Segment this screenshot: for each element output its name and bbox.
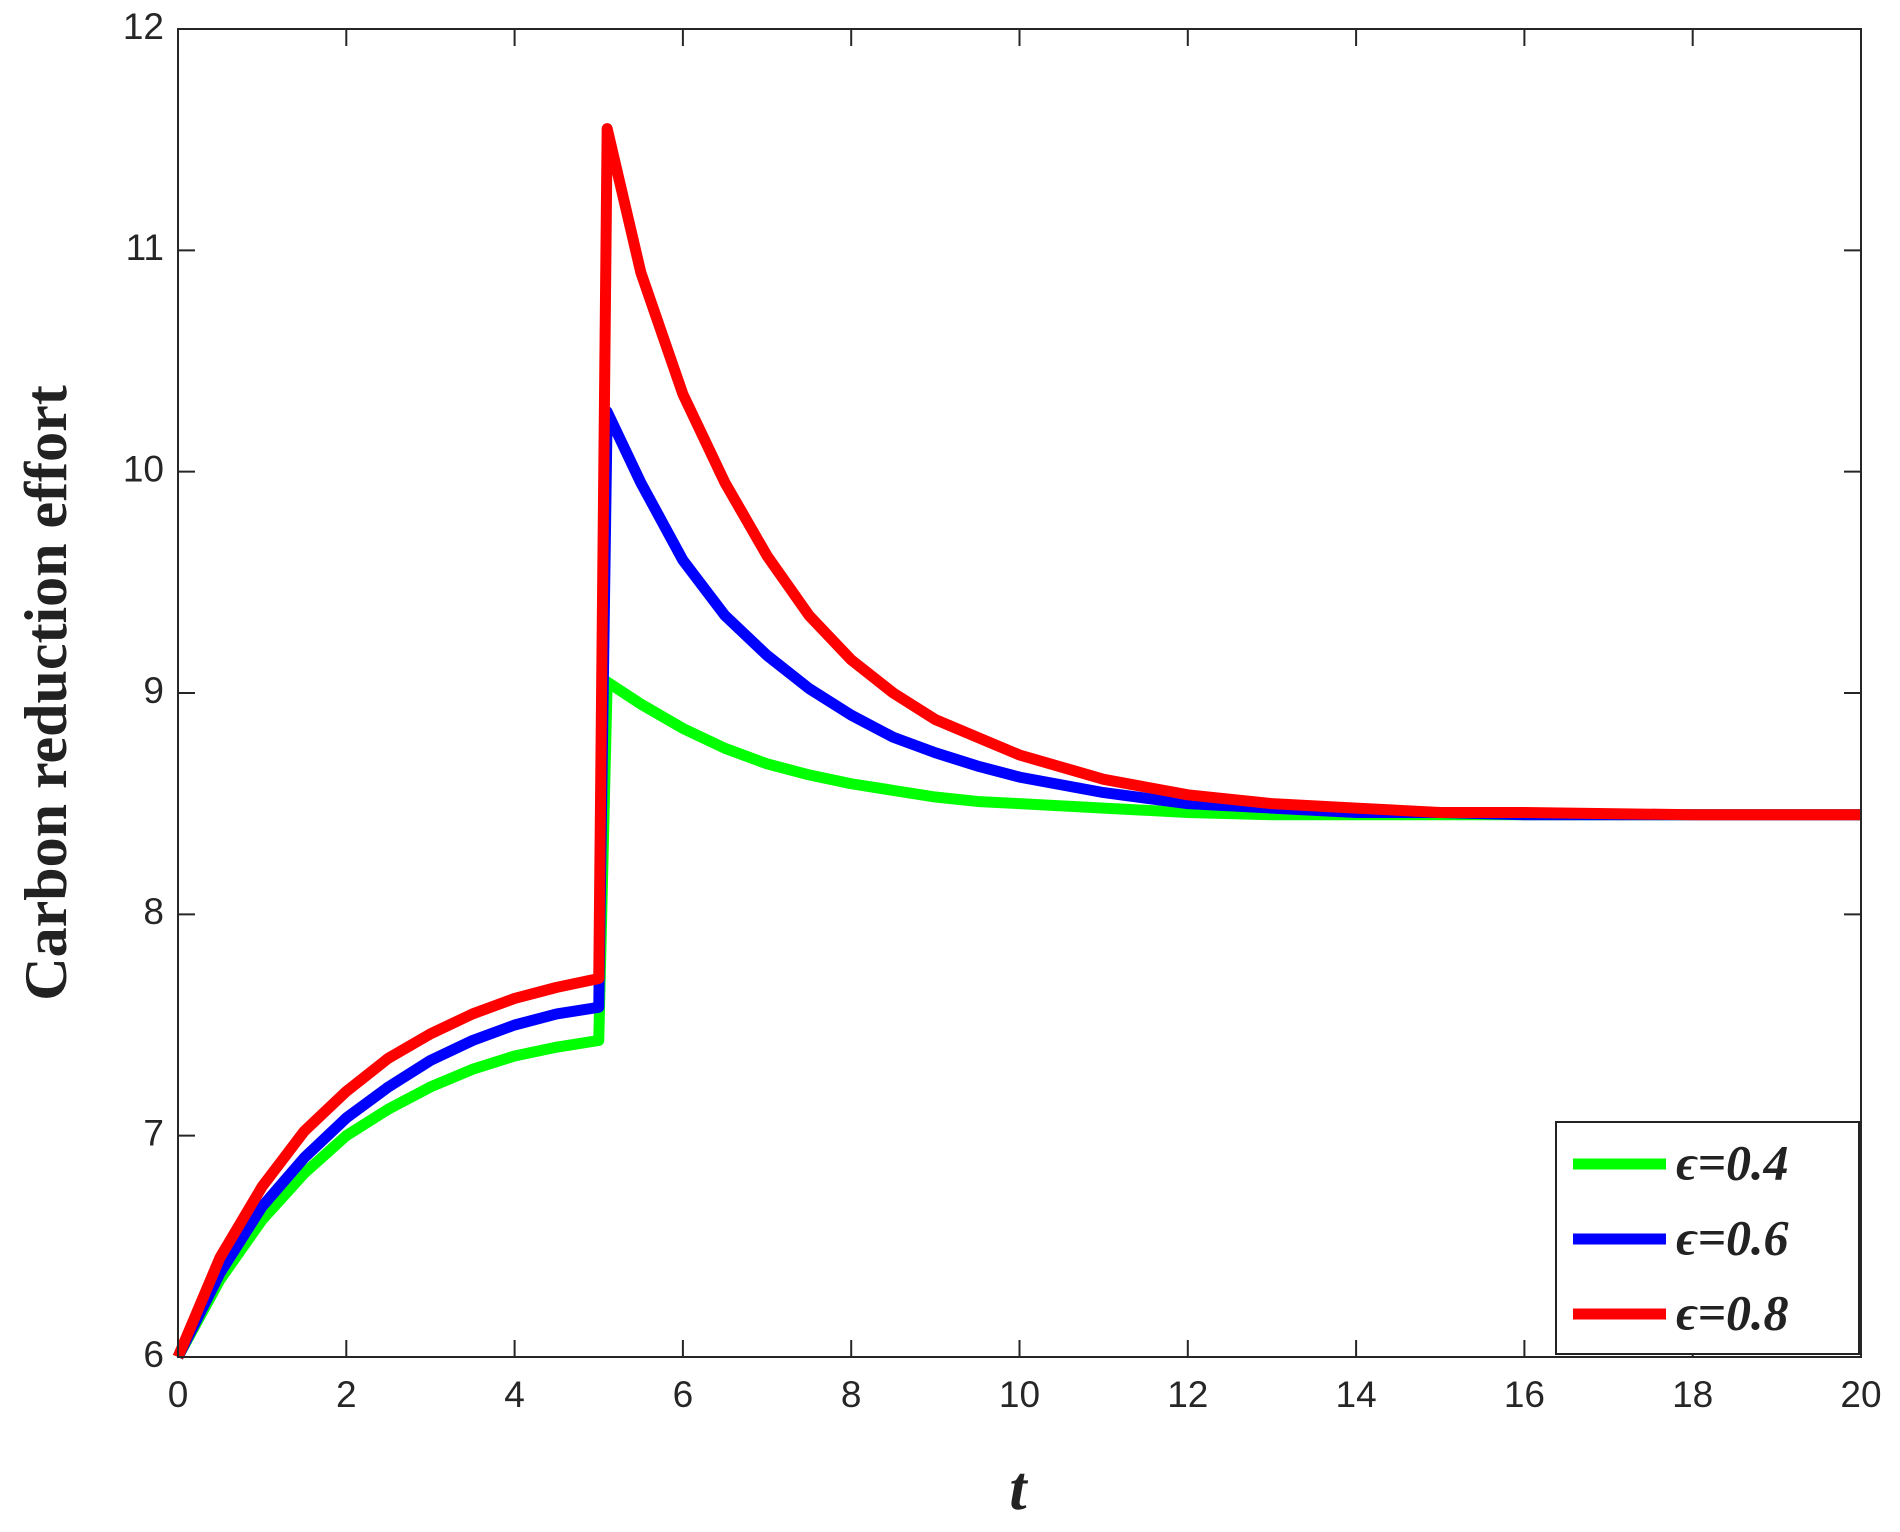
- series-line: [173, 676, 1861, 1360]
- x-tick-label: 16: [1504, 1374, 1545, 1415]
- legend-label: ϵ=0.6: [1676, 1209, 1789, 1265]
- series-line: [172, 123, 1861, 1360]
- legend-label: ϵ=0.8: [1676, 1284, 1789, 1340]
- x-tick-label: 12: [1167, 1374, 1208, 1415]
- x-axis-label: t: [1009, 1455, 1028, 1523]
- y-axis-label: Carbon reduction effort: [13, 385, 79, 1000]
- y-tick-label: 11: [126, 227, 164, 268]
- plot-frame: [177, 28, 1862, 1358]
- x-tick-label: 0: [168, 1374, 189, 1415]
- legend-label: ϵ=0.4: [1676, 1134, 1789, 1190]
- y-tick-label: 12: [123, 6, 164, 47]
- x-tick-label: 18: [1672, 1374, 1713, 1415]
- x-tick-label: 8: [841, 1374, 862, 1415]
- x-tick-label: 20: [1840, 1374, 1881, 1415]
- y-tick-label: 7: [143, 1112, 164, 1153]
- x-tick-label: 2: [336, 1374, 357, 1415]
- y-tick-label: 8: [143, 891, 164, 932]
- y-tick-label: 6: [143, 1334, 164, 1375]
- y-tick-label: 10: [123, 448, 164, 489]
- x-tick-label: 14: [1336, 1374, 1377, 1415]
- x-tick-label: 6: [673, 1374, 694, 1415]
- legend: ϵ=0.4 ϵ=0.6 ϵ=0.8: [1555, 1121, 1860, 1355]
- x-tick-label: 10: [999, 1374, 1040, 1415]
- x-tick-label: 4: [504, 1374, 525, 1415]
- y-tick-label: 9: [143, 670, 164, 711]
